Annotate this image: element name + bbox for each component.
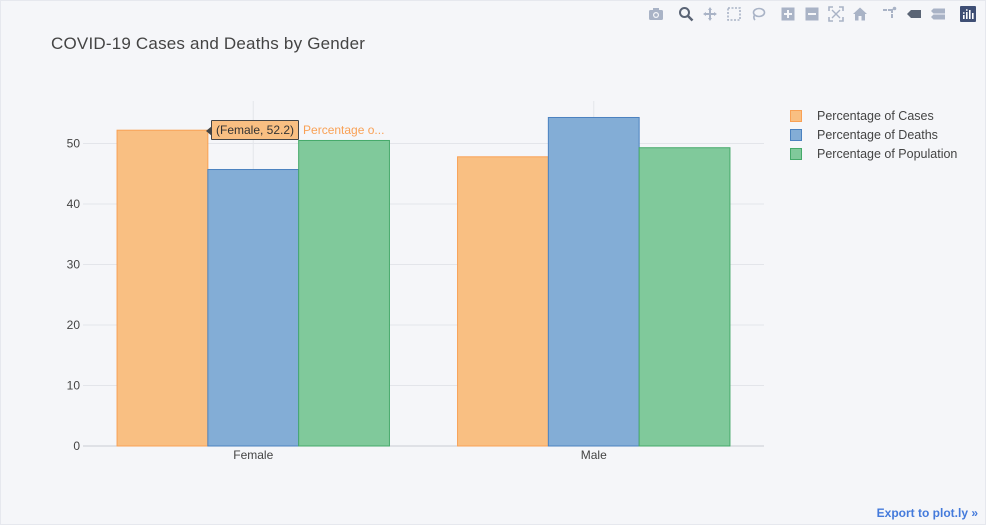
- bar-percentage-of-deaths-female[interactable]: [207, 169, 300, 447]
- y-tick-label: 0: [73, 439, 80, 453]
- legend-item-deaths[interactable]: Percentage of Deaths: [790, 125, 957, 144]
- legend-label: Percentage of Population: [817, 146, 958, 161]
- lasso-icon[interactable]: [746, 4, 770, 24]
- y-tick-label: 30: [67, 258, 81, 272]
- hover-tooltip: (Female, 52.2) Percentage o...: [205, 120, 385, 140]
- bar-percentage-of-cases-male[interactable]: [457, 156, 549, 447]
- y-tick-label: 40: [67, 197, 81, 211]
- spike-lines-icon[interactable]: [878, 4, 902, 24]
- bar-percentage-of-population-male[interactable]: [638, 147, 731, 447]
- zoom-icon[interactable]: [674, 4, 698, 24]
- autoscale-icon[interactable]: [824, 4, 848, 24]
- y-tick-label: 50: [67, 137, 81, 151]
- hover-series-name: Percentage o...: [303, 123, 385, 137]
- legend-item-population[interactable]: Percentage of Population: [790, 144, 957, 163]
- bar-percentage-of-population-female[interactable]: [298, 139, 390, 447]
- chart-title: COVID-19 Cases and Deaths by Gender: [51, 34, 366, 53]
- tick-labels: 0 10 20 30 40 50 Female Male: [67, 137, 607, 463]
- y-tick-label: 10: [67, 379, 81, 393]
- modebar: [644, 4, 980, 24]
- reset-axes-icon[interactable]: [848, 4, 872, 24]
- legend-swatch: [790, 109, 802, 122]
- x-tick-label: Female: [233, 448, 273, 462]
- pan-icon[interactable]: [698, 4, 722, 24]
- bar-percentage-of-deaths-male[interactable]: [547, 116, 640, 447]
- legend-item-cases[interactable]: Percentage of Cases: [790, 106, 957, 125]
- hover-closest-icon[interactable]: [902, 4, 926, 24]
- x-tick-label: Male: [581, 448, 607, 462]
- bar-percentage-of-cases-female[interactable]: [116, 129, 209, 447]
- camera-icon[interactable]: [644, 4, 668, 24]
- legend-label: Percentage of Deaths: [817, 127, 938, 142]
- hover-tooltip-box: (Female, 52.2): [205, 120, 300, 140]
- plotly-logo-icon[interactable]: [956, 4, 980, 24]
- hover-compare-icon[interactable]: [926, 4, 950, 24]
- legend-swatch: [790, 147, 802, 160]
- zoom-in-icon[interactable]: [776, 4, 800, 24]
- export-link[interactable]: Export to plot.ly »: [876, 506, 978, 520]
- legend-label: Percentage of Cases: [817, 108, 934, 123]
- bars: [116, 116, 731, 447]
- legend-swatch: [790, 128, 802, 141]
- box-select-icon[interactable]: [722, 4, 746, 24]
- legend: Percentage of Cases Percentage of Deaths…: [790, 106, 957, 163]
- zoom-out-icon[interactable]: [800, 4, 824, 24]
- y-tick-label: 20: [67, 318, 81, 332]
